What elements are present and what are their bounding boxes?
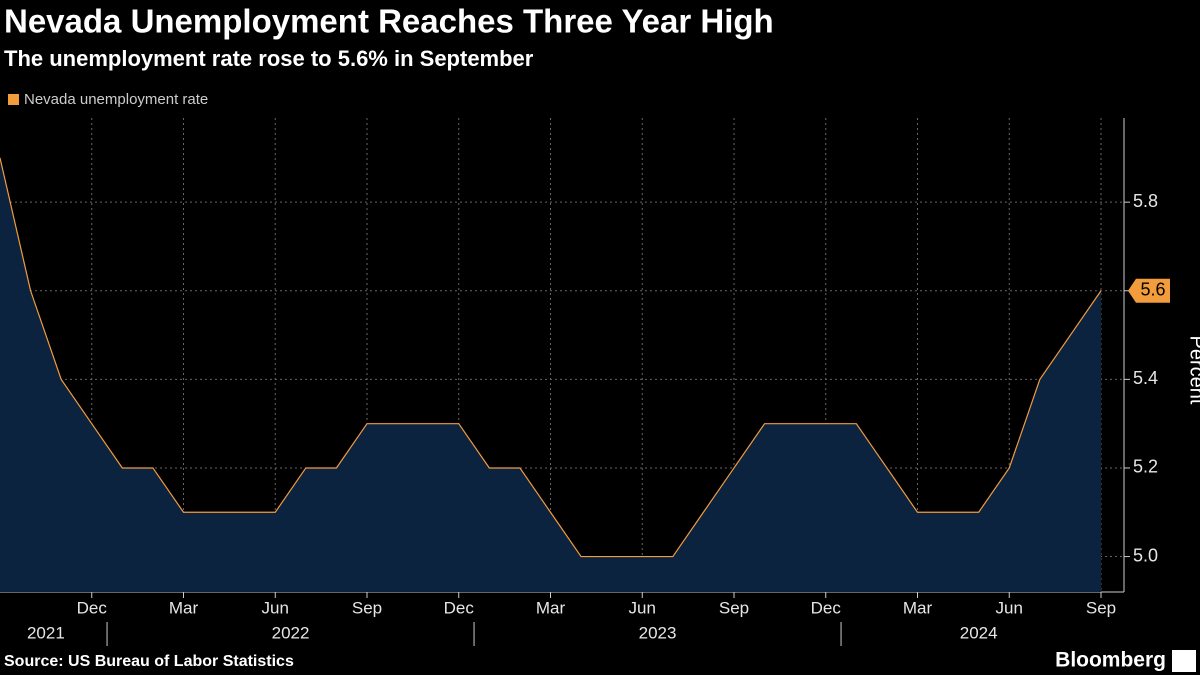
chart-subtitle: The unemployment rate rose to 5.6% in Se…: [4, 46, 534, 71]
source: Source: US Bureau of Labor Statistics: [4, 653, 294, 670]
y-tick-label: 5.8: [1133, 191, 1158, 211]
brand-icon: [1172, 650, 1196, 672]
x-tick-label: Mar: [903, 598, 933, 617]
value-callout: [1128, 278, 1170, 303]
x-tick-label: Sep: [719, 598, 749, 617]
y-tick-label: 5.2: [1133, 457, 1158, 477]
line: [0, 157, 1102, 558]
x-year-label: 2024: [960, 623, 998, 642]
chart-title: Nevada Unemployment Reaches Three Year H…: [4, 3, 774, 40]
x-tick-label: Dec: [77, 598, 108, 617]
legend-label: Nevada unemployment rate: [24, 91, 208, 108]
x-year-label: 2022: [272, 623, 310, 642]
y-axis-label: Percent: [1186, 336, 1200, 405]
x-year-label: 2023: [639, 623, 677, 642]
x-tick-label: Dec: [811, 598, 842, 617]
x-tick-label: Sep: [1086, 598, 1116, 617]
area: [0, 157, 1101, 593]
legend-swatch: [8, 94, 19, 105]
x-tick-label: Mar: [536, 598, 566, 617]
x-tick-label: Jun: [996, 598, 1023, 617]
x-tick-label: Mar: [169, 598, 199, 617]
y-tick-label: 5.4: [1133, 368, 1158, 388]
x-tick-label: Sep: [352, 598, 382, 617]
y-tick-label: 5.0: [1133, 545, 1158, 565]
x-tick-label: Jun: [262, 598, 289, 617]
x-year-label: 2021: [27, 623, 65, 642]
x-tick-label: Jun: [629, 598, 656, 617]
x-tick-label: Dec: [444, 598, 475, 617]
brand: Bloomberg: [1055, 649, 1166, 672]
value-label: 5.6: [1140, 280, 1165, 300]
